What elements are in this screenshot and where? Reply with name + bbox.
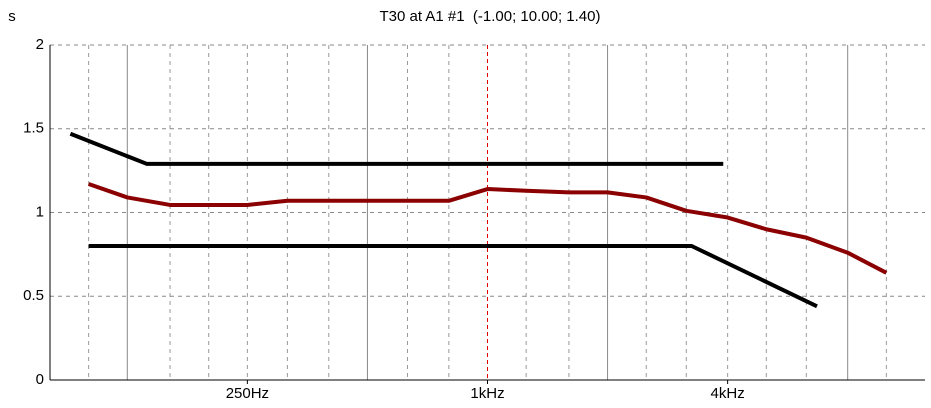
y-tick-label: 0 <box>36 371 44 388</box>
series-line <box>88 244 818 309</box>
y-tick-label: 0.5 <box>23 287 44 304</box>
y-tick-label: 1 <box>36 203 44 220</box>
series-line <box>69 131 724 166</box>
x-tick-label: 250Hz <box>226 385 269 402</box>
series-line <box>87 182 888 275</box>
chart-title: T30 at A1 #1 (-1.00; 10.00; 1.40) <box>380 8 601 25</box>
x-tick-label: 1kHz <box>470 385 504 402</box>
y-tick-label: 2 <box>36 36 44 53</box>
y-tick-label: 1.5 <box>23 120 44 137</box>
x-tick-label: 4kHz <box>711 385 745 402</box>
y-axis-label: s <box>8 8 16 25</box>
